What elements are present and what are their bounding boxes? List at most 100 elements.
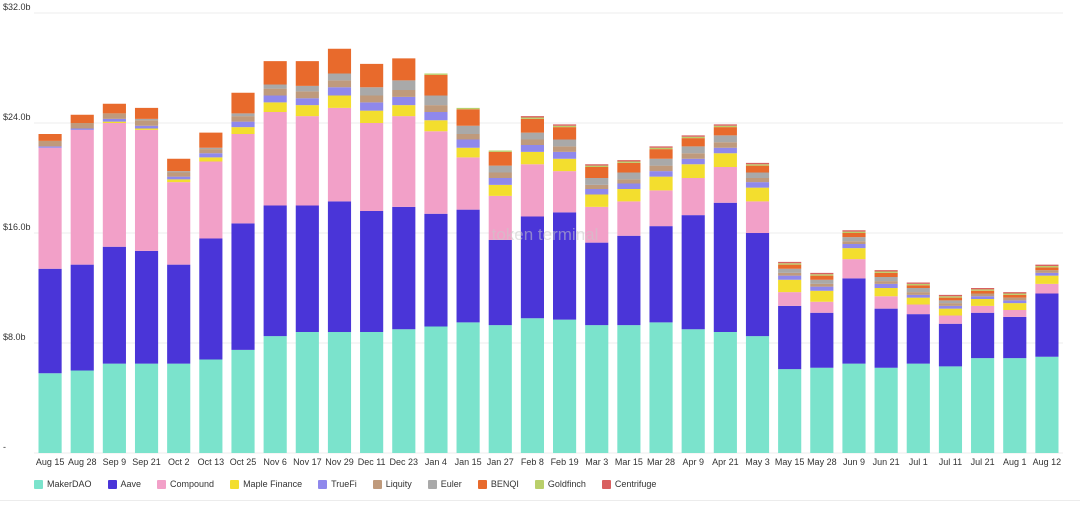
bar-segment-euler[interactable] bbox=[553, 139, 577, 147]
bar-segment-euler[interactable] bbox=[874, 277, 898, 282]
bar-segment-euler[interactable] bbox=[488, 165, 512, 173]
bar-segment-goldfinch[interactable] bbox=[424, 73, 448, 75]
bar-segment-aave[interactable] bbox=[424, 213, 448, 327]
bar-segment-euler[interactable] bbox=[520, 132, 544, 140]
bar-segment-benqi[interactable] bbox=[424, 74, 448, 96]
bar-segment-aave[interactable] bbox=[38, 268, 62, 374]
bar-segment-euler[interactable] bbox=[649, 158, 673, 166]
bar-segment-liquity[interactable] bbox=[70, 123, 94, 129]
bar-segment-aave[interactable] bbox=[553, 212, 577, 320]
bar-segment-aave[interactable] bbox=[874, 308, 898, 368]
bar-segment-truefi[interactable] bbox=[810, 286, 834, 291]
bar-segment-aave[interactable] bbox=[1003, 316, 1027, 359]
bar-segment-makerdao[interactable] bbox=[938, 366, 963, 454]
bar-segment-benqi[interactable] bbox=[199, 132, 223, 148]
bar-segment-truefi[interactable] bbox=[906, 294, 930, 298]
bar-segment-compound[interactable] bbox=[810, 301, 834, 313]
bar-segment-euler[interactable] bbox=[745, 172, 770, 179]
bar-segment-benqi[interactable] bbox=[392, 58, 416, 81]
bar-segment-euler[interactable] bbox=[199, 147, 223, 150]
bar-segment-aave[interactable] bbox=[778, 305, 802, 370]
bar-segment-benqi[interactable] bbox=[295, 61, 319, 86]
legend-item-centrifuge[interactable]: Centrifuge bbox=[601, 479, 656, 489]
bar-segment-maple-finance[interactable] bbox=[263, 102, 287, 113]
bar-segment-liquity[interactable] bbox=[553, 146, 577, 152]
bar-segment-euler[interactable] bbox=[778, 268, 802, 273]
bar-segment-centrifuge[interactable] bbox=[745, 162, 770, 165]
bar-segment-benqi[interactable] bbox=[617, 162, 641, 173]
bar-segment-compound[interactable] bbox=[520, 164, 544, 217]
bar-segment-compound[interactable] bbox=[38, 147, 62, 269]
bar-segment-compound[interactable] bbox=[938, 315, 963, 324]
bar-segment-maple-finance[interactable] bbox=[295, 105, 319, 117]
bar-segment-maple-finance[interactable] bbox=[971, 299, 995, 306]
bar-segment-benqi[interactable] bbox=[906, 285, 930, 288]
bar-segment-makerdao[interactable] bbox=[713, 332, 737, 453]
bar-segment-truefi[interactable] bbox=[134, 125, 159, 129]
bar-segment-maple-finance[interactable] bbox=[1035, 275, 1059, 284]
bar-segment-euler[interactable] bbox=[392, 80, 416, 90]
bar-segment-maple-finance[interactable] bbox=[745, 187, 770, 202]
bar-segment-compound[interactable] bbox=[842, 259, 866, 279]
bar-segment-truefi[interactable] bbox=[70, 128, 94, 130]
bar-segment-compound[interactable] bbox=[585, 206, 609, 243]
bar-segment-maple-finance[interactable] bbox=[424, 120, 448, 132]
bar-segment-liquity[interactable] bbox=[392, 90, 416, 97]
bar-segment-goldfinch[interactable] bbox=[842, 231, 866, 233]
bar-segment-compound[interactable] bbox=[906, 304, 930, 315]
bar-segment-liquity[interactable] bbox=[681, 153, 705, 159]
bar-segment-makerdao[interactable] bbox=[102, 363, 126, 454]
bar-segment-liquity[interactable] bbox=[102, 113, 126, 119]
bar-segment-aave[interactable] bbox=[649, 226, 673, 323]
bar-segment-maple-finance[interactable] bbox=[938, 308, 963, 316]
bar-segment-makerdao[interactable] bbox=[424, 326, 448, 454]
bar-segment-compound[interactable] bbox=[553, 171, 577, 213]
bar-segment-benqi[interactable] bbox=[38, 134, 62, 141]
bar-segment-compound[interactable] bbox=[70, 129, 94, 265]
bar-segment-compound[interactable] bbox=[456, 157, 480, 210]
bar-segment-aave[interactable] bbox=[295, 205, 319, 333]
bar-segment-goldfinch[interactable] bbox=[778, 263, 802, 265]
bar-segment-liquity[interactable] bbox=[424, 105, 448, 113]
bar-segment-benqi[interactable] bbox=[102, 103, 126, 114]
bar-segment-benqi[interactable] bbox=[842, 233, 866, 238]
bar-segment-liquity[interactable] bbox=[167, 172, 191, 177]
bar-segment-maple-finance[interactable] bbox=[681, 164, 705, 178]
bar-segment-compound[interactable] bbox=[681, 178, 705, 216]
bar-segment-maple-finance[interactable] bbox=[1003, 303, 1027, 311]
bar-segment-goldfinch[interactable] bbox=[520, 117, 544, 119]
bar-segment-euler[interactable] bbox=[167, 171, 191, 173]
bar-segment-aave[interactable] bbox=[327, 201, 352, 333]
bar-segment-maple-finance[interactable] bbox=[585, 194, 609, 207]
bar-segment-maple-finance[interactable] bbox=[810, 290, 834, 302]
bar-segment-compound[interactable] bbox=[231, 134, 255, 224]
bar-segment-compound[interactable] bbox=[649, 190, 673, 227]
bar-segment-benqi[interactable] bbox=[456, 109, 480, 126]
bar-segment-truefi[interactable] bbox=[199, 153, 223, 158]
bar-segment-liquity[interactable] bbox=[585, 184, 609, 190]
bar-segment-benqi[interactable] bbox=[553, 127, 577, 140]
bar-segment-benqi[interactable] bbox=[167, 158, 191, 172]
bar-segment-euler[interactable] bbox=[263, 84, 287, 89]
bar-segment-truefi[interactable] bbox=[842, 244, 866, 249]
bar-segment-makerdao[interactable] bbox=[199, 359, 223, 454]
bar-segment-centrifuge[interactable] bbox=[778, 261, 802, 264]
bar-segment-makerdao[interactable] bbox=[1003, 358, 1027, 454]
bar-segment-makerdao[interactable] bbox=[906, 363, 930, 454]
bar-segment-centrifuge[interactable] bbox=[1035, 264, 1059, 267]
bar-segment-truefi[interactable] bbox=[971, 296, 995, 299]
bar-segment-maple-finance[interactable] bbox=[231, 127, 255, 135]
bar-segment-benqi[interactable] bbox=[971, 290, 995, 294]
bar-segment-goldfinch[interactable] bbox=[681, 136, 705, 139]
bar-segment-benqi[interactable] bbox=[585, 167, 609, 178]
bar-segment-benqi[interactable] bbox=[520, 118, 544, 133]
bar-segment-truefi[interactable] bbox=[360, 102, 384, 111]
bar-segment-centrifuge[interactable] bbox=[617, 160, 641, 162]
bar-segment-truefi[interactable] bbox=[231, 121, 255, 128]
bar-segment-maple-finance[interactable] bbox=[199, 157, 223, 162]
bar-segment-truefi[interactable] bbox=[1003, 300, 1027, 304]
bar-segment-benqi[interactable] bbox=[874, 272, 898, 278]
bar-segment-maple-finance[interactable] bbox=[553, 158, 577, 172]
bar-segment-truefi[interactable] bbox=[617, 183, 641, 190]
bar-segment-benqi[interactable] bbox=[134, 107, 159, 119]
